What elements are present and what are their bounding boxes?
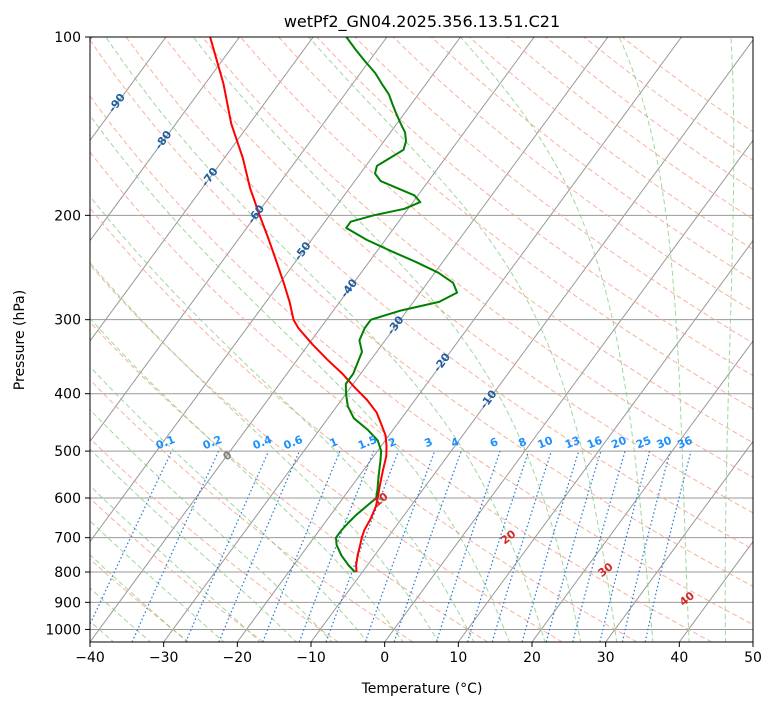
mixing-ratio-line bbox=[262, 450, 341, 642]
mixing-ratio-line bbox=[393, 450, 462, 642]
y-tick-label: 200 bbox=[54, 208, 81, 224]
isotherm-label: -100 bbox=[57, 51, 84, 81]
y-tick-label: 400 bbox=[54, 387, 81, 403]
moist-adiabat-line bbox=[90, 195, 475, 642]
mixing-ratio-line bbox=[325, 450, 400, 642]
mixing-ratio-line bbox=[621, 450, 671, 642]
dry-adiabat-line bbox=[316, 37, 753, 377]
moist-adiabat-line bbox=[724, 37, 735, 642]
mixing-ratio-label: 13 bbox=[563, 434, 582, 452]
mixing-ratio-line bbox=[435, 450, 501, 642]
dry-adiabat-line bbox=[90, 558, 190, 642]
moist-adiabat-line bbox=[90, 261, 440, 642]
x-axis-label: Temperature (°C) bbox=[361, 681, 483, 697]
dry-adiabat-line bbox=[90, 379, 414, 642]
mixing-ratio-line bbox=[218, 450, 300, 642]
moist-adiabat-line bbox=[105, 37, 546, 642]
y-tick-label: 700 bbox=[54, 531, 81, 547]
mixing-ratio-label: 3 bbox=[423, 435, 435, 450]
moist-adiabat-line bbox=[90, 448, 298, 642]
dry-adiabat-line bbox=[90, 264, 563, 642]
axes: −40 −30 −20 −10 0 10 20 30 40 50 100 200 300 400 500 60… bbox=[45, 30, 762, 666]
isotherm-line bbox=[90, 37, 388, 443]
x-tick-label: −10 bbox=[296, 650, 326, 666]
moist-adiabat-line bbox=[460, 37, 654, 642]
y-tick-label: 100 bbox=[54, 30, 81, 46]
y-axis-label: Pressure (hPa) bbox=[12, 290, 28, 390]
moist-adiabat-line bbox=[90, 114, 510, 642]
dry-adiabat-line bbox=[278, 37, 753, 410]
mixing-ratio-label: 36 bbox=[675, 434, 694, 452]
x-tick-label: 30 bbox=[597, 650, 615, 666]
y-tick-label: 300 bbox=[54, 313, 81, 329]
dry-adiabat-line bbox=[90, 207, 638, 642]
moist-adiabat-line bbox=[90, 365, 369, 642]
isotherm-line bbox=[310, 39, 753, 642]
dry-adiabat-line bbox=[90, 39, 753, 587]
y-tick-label: 600 bbox=[54, 491, 81, 507]
mixing-ratio-label: 16 bbox=[585, 434, 604, 452]
y-tick-label: 1000 bbox=[45, 622, 81, 638]
mixing-ratio-line bbox=[185, 450, 270, 642]
y-tick-label: 500 bbox=[54, 444, 81, 460]
plot-frame bbox=[89, 36, 754, 643]
mixing-ratio-label: 20 bbox=[609, 434, 628, 452]
x-tick-label: −30 bbox=[149, 650, 179, 666]
x-tick-label: 50 bbox=[744, 650, 762, 666]
x-tick-label: −40 bbox=[75, 650, 105, 666]
moist-adiabat-line bbox=[90, 317, 404, 642]
line-labels: -100-90-80-70-60-50-40-30-20-100.1 0.2 0.4… bbox=[57, 51, 698, 609]
mixing-ratio-line bbox=[298, 450, 375, 642]
mixing-ratio-label: 25 bbox=[634, 434, 653, 452]
isotherm-line bbox=[90, 37, 535, 642]
mixing-ratio-label: 8 bbox=[517, 435, 529, 450]
mixing-ratio-line bbox=[491, 450, 552, 642]
mixing-ratio-label: 30 bbox=[655, 434, 674, 452]
x-tick-label: 0 bbox=[380, 650, 389, 666]
isotherm-line bbox=[90, 37, 167, 142]
dry-adiabat-line bbox=[125, 37, 753, 550]
mixing-ratio-line bbox=[599, 450, 651, 642]
isotherm-line bbox=[752, 641, 753, 642]
x-tick-label: −20 bbox=[223, 650, 253, 666]
moist-adiabat-line bbox=[618, 37, 690, 642]
isotherm-line bbox=[163, 37, 609, 642]
mixing-ratio-line bbox=[644, 450, 692, 642]
dry-adiabat-line bbox=[90, 95, 753, 626]
y-tick-label: 800 bbox=[54, 565, 81, 581]
isotherm-line bbox=[605, 440, 753, 642]
isotherm-line bbox=[531, 340, 753, 642]
moist-adiabat-line bbox=[308, 37, 618, 642]
plot-content bbox=[90, 37, 775, 643]
mixing-ratio-label: 1 bbox=[328, 435, 340, 450]
chart-title: wetPf2_GN04.2025.356.13.51.C21 bbox=[284, 12, 560, 32]
mixing-ratio-line bbox=[572, 450, 626, 642]
mixing-ratio-line bbox=[466, 450, 530, 642]
dry-adiabat-line bbox=[163, 37, 753, 514]
y-tick-label: 900 bbox=[54, 595, 81, 611]
x-tick-label: 20 bbox=[523, 650, 541, 666]
isotherm-line bbox=[457, 239, 753, 642]
dry-adiabat-line bbox=[90, 151, 712, 642]
moist-adiabat-line bbox=[90, 409, 333, 642]
dewpoint-profile bbox=[335, 37, 459, 573]
temperature-profile bbox=[209, 37, 388, 573]
x-tick-label: 10 bbox=[449, 650, 467, 666]
moist-adiabat-line bbox=[762, 37, 775, 643]
isotherm-line bbox=[236, 37, 682, 642]
isotherm-line bbox=[384, 139, 753, 642]
mixing-ratio-label: 10 bbox=[536, 434, 555, 452]
dry-adiabat-line bbox=[201, 37, 753, 479]
plot-area bbox=[90, 37, 753, 642]
mixing-ratio-line bbox=[521, 450, 580, 642]
isotherm-line bbox=[90, 37, 314, 342]
mixing-ratio-label: 2 bbox=[386, 435, 398, 450]
x-tick-label: 40 bbox=[670, 650, 688, 666]
isotherm-line bbox=[90, 37, 240, 242]
mixing-ratio-line bbox=[364, 450, 436, 642]
mixing-ratio-line bbox=[545, 450, 602, 642]
